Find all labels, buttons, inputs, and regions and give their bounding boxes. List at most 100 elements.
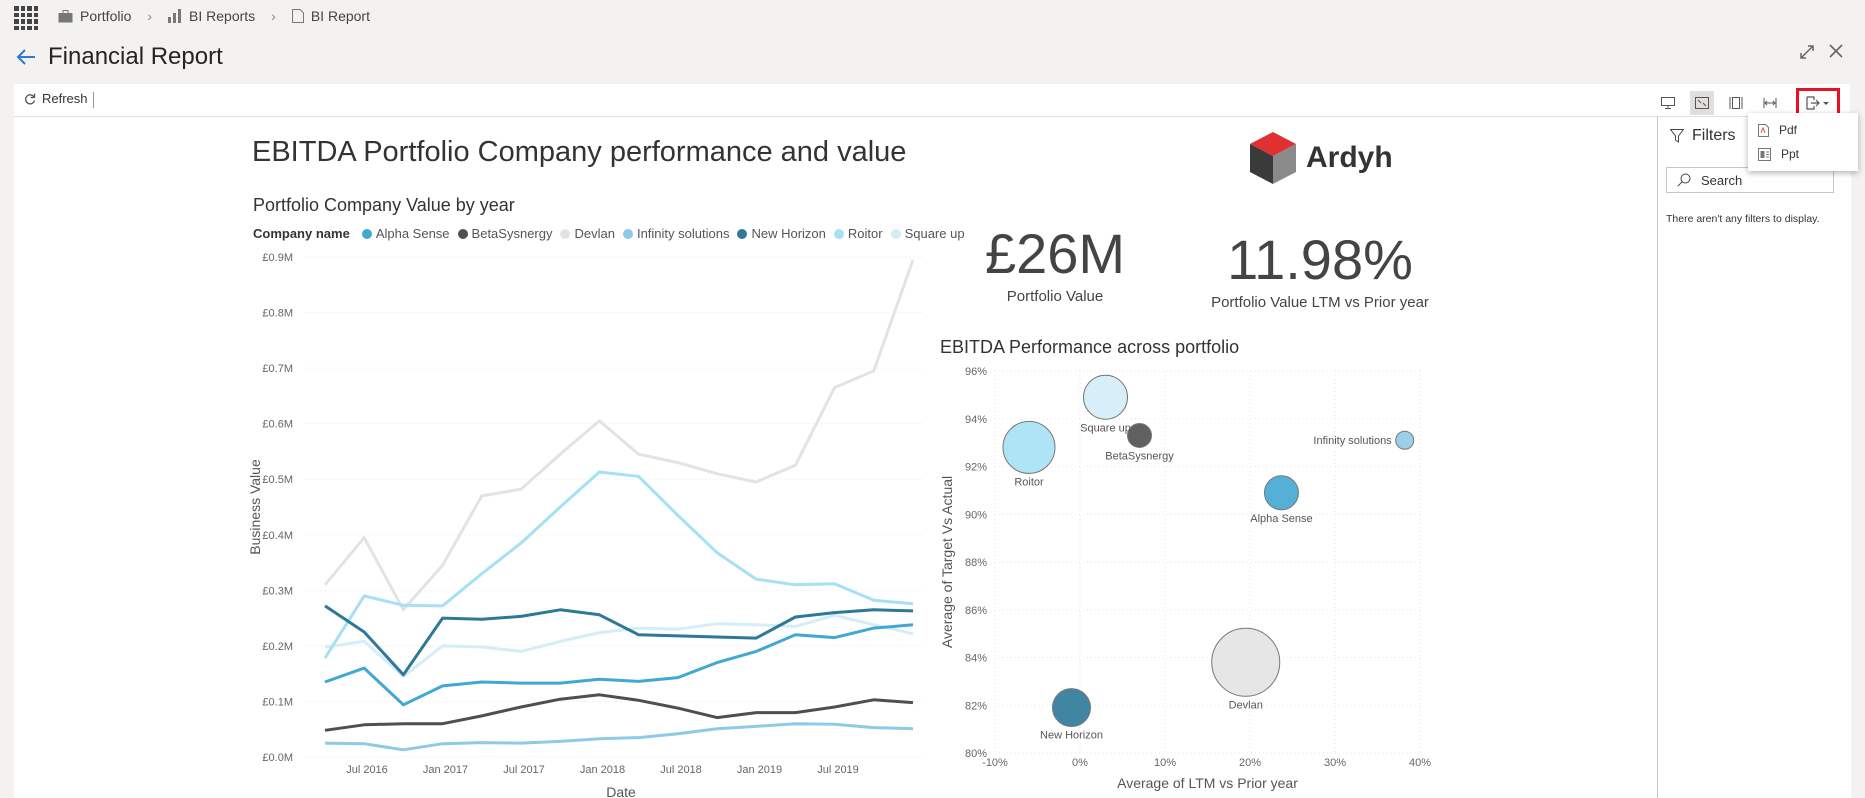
document-icon [291,9,304,23]
close-icon[interactable] [1829,44,1843,58]
bubble-label: Square up [1080,422,1131,434]
title-bar: Financial Report [16,40,223,74]
breadcrumb-label: BI Reports [189,8,256,24]
y-tick-label: 94% [965,414,987,426]
window-controls [1799,44,1843,60]
bubble-label: Devlan [1229,699,1263,711]
breadcrumb: Portfolio › BI Reports › BI Report [58,8,370,24]
series-line-devlan [323,259,915,612]
scatter-chart-title: EBITDA Performance across portfolio [940,337,1240,357]
fit-to-page-button[interactable] [1690,91,1714,115]
bubble-square-up [1083,374,1128,420]
y-axis-label: Business Value [247,459,263,555]
refresh-label: Refresh [42,91,88,106]
back-arrow-icon[interactable] [16,48,36,66]
legend-item[interactable]: New Horizon [737,226,826,241]
breadcrumb-portfolio[interactable]: Portfolio [58,8,131,24]
legend-marker [457,228,468,239]
report-title: EBITDA Portfolio Company performance and… [252,136,907,168]
x-axis-label: Date [606,784,636,798]
series-line-betasysnergy [324,693,914,732]
fit-height-icon [1729,97,1743,109]
line-chart-title: Portfolio Company Value by year [253,195,515,215]
legend-marker [737,228,748,239]
search-placeholder: Search [1701,172,1743,188]
breadcrumb-bi-reports[interactable]: BI Reports [168,8,255,24]
page-title: Financial Report [48,43,223,70]
y-tick-label: £0.1M [262,696,293,708]
y-tick-label: £0.5M [262,474,293,486]
x-tick-label: 0% [1072,757,1088,769]
bubble-roitor [1002,420,1056,474]
menu-item-label: Ppt [1781,147,1800,161]
series-line-alpha-sense [324,623,914,707]
funnel-icon [1670,129,1684,143]
fit-to-width-button[interactable] [1758,91,1782,115]
x-tick-label: 20% [1239,757,1261,769]
y-tick-label: £0.4M [262,530,293,542]
legend-item[interactable]: BetaSysnergy [457,226,552,241]
menu-item-label: Pdf [1779,123,1798,137]
breadcrumb-label: Portfolio [80,8,132,24]
line-chart-legend: Company name Alpha Sense BetaSysnergy De… [253,226,965,241]
x-tick-label: 10% [1154,757,1176,769]
y-tick-label: 88% [965,557,987,569]
bubble-devlan [1211,627,1281,697]
legend-item[interactable]: Infinity solutions [622,226,730,241]
bubble-label: Roitor [1014,476,1044,488]
kpi-value: £26M [984,222,1126,285]
series-line-new-horizon [324,604,914,677]
y-tick-label: £0.9M [262,252,293,264]
y-tick-label: 92% [965,462,987,474]
app-launcher-icon[interactable] [14,6,38,30]
breadcrumb-bi-report[interactable]: BI Report [291,8,370,24]
bar-chart-icon [168,9,182,23]
filters-pane: Filters Search There aren't any filters … [1657,117,1851,798]
x-tick-label: Jul 2017 [503,764,545,776]
legend-marker [890,228,901,239]
legend-label: Alpha Sense [375,226,450,241]
y-tick-label: £0.7M [262,363,293,375]
desktop-view-button[interactable] [1656,91,1680,115]
series-line-infinity-solutions [324,722,914,752]
kpi-label: Portfolio Value [1006,288,1104,305]
refresh-icon [25,93,36,104]
legend-item[interactable]: Roitor [833,226,883,241]
bubble-betasysnergy [1127,422,1152,448]
top-bar: Portfolio › BI Reports › BI Report [0,0,1865,36]
bubble-alpha-sense [1263,475,1299,511]
fit-to-height-button[interactable] [1724,91,1748,115]
y-tick-label: 84% [965,653,987,665]
expand-icon[interactable] [1799,44,1815,60]
export-ppt-item[interactable]: Ppt [1748,142,1858,166]
legend-label: Devlan [574,226,615,241]
x-tick-label: -10% [982,757,1008,769]
y-tick-label: 90% [965,509,987,521]
bubble-label: Infinity solutions [1313,435,1392,447]
kpi-value: 11.98% [1227,228,1413,291]
company-logo: Ardyh [1248,130,1393,186]
legend-title: Company name [253,226,350,241]
legend-item[interactable]: Alpha Sense [361,226,450,241]
bubble-new-horizon [1052,688,1091,728]
scatter-chart: 80% 82% 84% 86% 88% 90% 92% 94% 96% -10% 0% 10% 20% 3… [939,366,1431,791]
legend-label: Infinity solutions [636,226,730,241]
refresh-button[interactable]: Refresh [24,91,88,106]
legend-marker [560,228,571,239]
filters-header: Filters [1670,127,1736,145]
legend-label: Roitor [847,226,883,241]
export-icon [1806,96,1829,110]
search-icon [1677,173,1691,187]
y-tick-label: £0.2M [262,641,293,653]
line-chart: £0.0M £0.1M £0.2M £0.3M £0.4M £0.5M £0.6M £0.7M… [247,252,925,798]
x-tick-label: 30% [1324,757,1346,769]
legend-label: New Horizon [751,226,826,241]
legend-item[interactable]: Devlan [560,226,615,241]
legend-item[interactable]: Square up [890,226,965,241]
toolbar-divider [93,92,94,108]
export-pdf-item[interactable]: Pdf [1748,118,1858,142]
monitor-icon [1661,97,1675,109]
y-tick-label: £0.6M [262,419,293,431]
fit-width-icon [1763,98,1777,108]
x-tick-label: Jul 2018 [660,764,702,776]
